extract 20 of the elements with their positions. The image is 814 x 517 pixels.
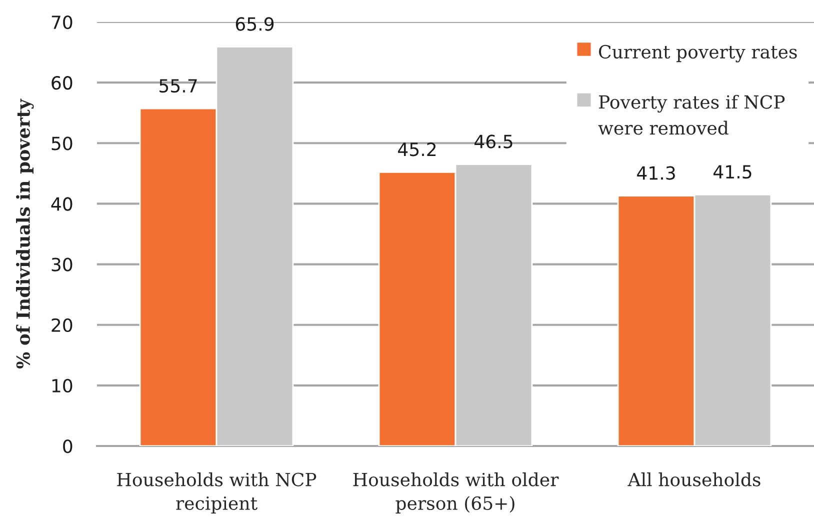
y-tick-label: 40 [51, 197, 72, 211]
y-axis-title: % of Individuals in poverty [16, 98, 34, 369]
y-tick-label: 20 [52, 318, 72, 332]
legend-label: Current poverty rates [599, 44, 797, 62]
data-label: 41.5 [714, 165, 752, 179]
y-tick-label: 30 [52, 258, 72, 272]
data-label: 55.7 [160, 79, 197, 93]
x-tick-label: All households [628, 472, 760, 486]
data-label: 65.9 [236, 17, 274, 31]
data-label: 41.3 [637, 166, 675, 180]
y-tick-label: 50 [52, 136, 72, 150]
legend-label: Poverty rates if NCP were removed [598, 94, 785, 135]
x-tick-label: Households with NCP recipient [117, 472, 316, 514]
y-tick-label: 10 [52, 378, 72, 393]
data-label: 45.2 [398, 142, 436, 156]
y-tick-label: 60 [52, 76, 72, 90]
y-tick-label: 0 [63, 439, 72, 454]
y-tick-label: 70 [52, 15, 72, 30]
x-tick-label: Households with older person (65+) [353, 472, 559, 514]
data-label: 46.5 [474, 134, 512, 148]
